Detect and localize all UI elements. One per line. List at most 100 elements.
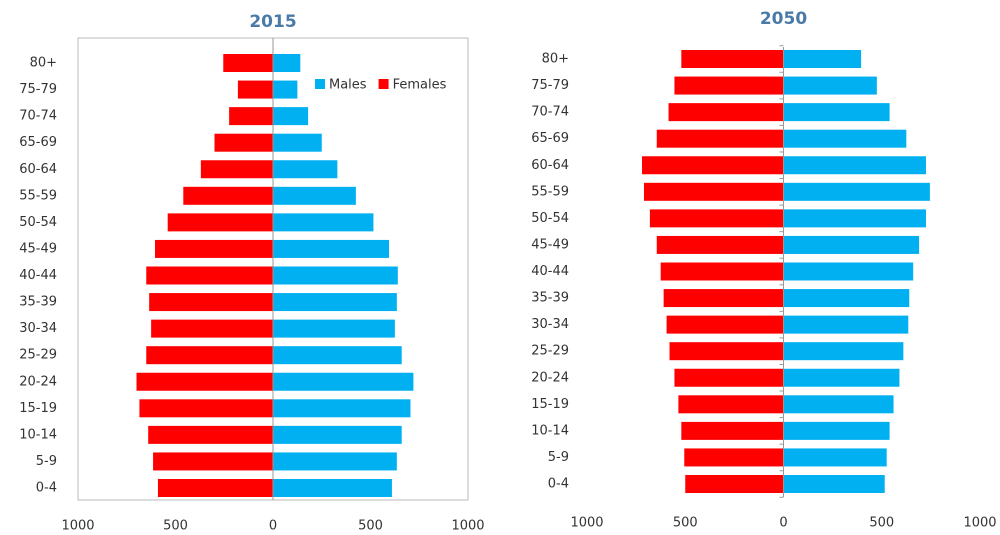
bar [229, 107, 273, 126]
y-tick-label: 0-4 [548, 477, 569, 492]
y-tick-label: 75-79 [531, 78, 569, 93]
y-tick-label: 35-39 [531, 291, 569, 306]
legend-swatch [315, 79, 325, 89]
bar [674, 76, 784, 95]
x-tick-label: 1000 [963, 516, 996, 531]
bar [660, 262, 784, 281]
bar [223, 54, 273, 72]
bar [273, 479, 392, 497]
bar [783, 368, 900, 387]
bar [783, 76, 877, 95]
bar [273, 372, 414, 391]
bar [783, 315, 909, 334]
bar [149, 293, 273, 312]
y-tick-label: 25-29 [19, 348, 57, 363]
bar [273, 80, 298, 99]
bar [273, 452, 397, 471]
y-tick-label: 55-59 [19, 188, 57, 203]
x-tick-label: 500 [869, 516, 894, 531]
y-tick-label: 45-49 [531, 237, 569, 252]
bar [783, 156, 926, 175]
bar [139, 399, 273, 418]
bar [783, 475, 885, 493]
y-tick-label: 10-14 [531, 423, 569, 438]
bar [273, 160, 338, 179]
bar [155, 239, 273, 258]
bar [273, 107, 309, 126]
y-tick-label: 0-4 [36, 481, 57, 496]
y-tick-label: 30-34 [531, 317, 569, 332]
y-tick-label: 40-44 [531, 264, 569, 279]
bar [642, 156, 784, 175]
legend-label: Females [393, 78, 447, 93]
x-tick-label: 0 [779, 516, 787, 531]
y-tick-label: 20-24 [19, 374, 57, 389]
bar [681, 50, 784, 68]
bar [656, 235, 784, 254]
bar [200, 160, 273, 179]
bar [783, 235, 920, 254]
bar [685, 475, 784, 493]
bar [136, 372, 273, 391]
bar [273, 186, 356, 205]
x-tick-label: 1000 [451, 519, 484, 534]
bar [783, 448, 887, 467]
y-tick-label: 70-74 [19, 109, 57, 124]
bar [656, 129, 784, 148]
y-tick-label: 70-74 [531, 105, 569, 120]
bar [153, 452, 273, 471]
bar [783, 182, 930, 201]
y-tick-label: 40-44 [19, 268, 57, 283]
bar [273, 293, 397, 312]
bar [783, 342, 904, 361]
bar [663, 289, 784, 308]
y-tick-label: 80+ [30, 56, 57, 71]
bar [148, 425, 273, 444]
legend-label: Males [329, 78, 367, 93]
y-tick-label: 60-64 [531, 158, 569, 173]
bar [237, 80, 273, 99]
y-tick-label: 30-34 [19, 321, 57, 336]
bar [783, 50, 862, 68]
bar [649, 209, 784, 228]
y-tick-label: 80+ [542, 52, 569, 67]
bar [273, 399, 411, 418]
bar [214, 133, 273, 152]
bar [273, 133, 322, 152]
bar [783, 129, 907, 148]
x-tick-label: 500 [163, 519, 188, 534]
bar [684, 448, 784, 467]
bar [146, 346, 273, 365]
bar [273, 213, 374, 232]
bar [674, 368, 784, 387]
x-tick-label: 500 [673, 516, 698, 531]
bar [157, 479, 273, 497]
bar [783, 289, 910, 308]
y-tick-label: 55-59 [531, 184, 569, 199]
x-tick-label: 500 [358, 519, 383, 534]
y-tick-label: 60-64 [19, 162, 57, 177]
chart-title: 2015 [249, 12, 296, 32]
legend-swatch [378, 79, 389, 89]
bar [273, 425, 402, 444]
bar [681, 421, 784, 440]
y-tick-label: 45-49 [19, 241, 57, 256]
bar [669, 342, 784, 361]
chart-title: 2050 [760, 9, 807, 29]
x-tick-label: 1000 [570, 516, 603, 531]
y-tick-label: 25-29 [531, 344, 569, 359]
x-tick-label: 1000 [61, 519, 94, 534]
x-tick-label: 0 [269, 519, 277, 534]
bar [167, 213, 273, 232]
bar [783, 103, 890, 122]
y-tick-label: 65-69 [531, 131, 569, 146]
bar [666, 315, 784, 334]
bar [146, 266, 273, 285]
bar [643, 182, 784, 201]
y-tick-label: 20-24 [531, 370, 569, 385]
y-tick-label: 15-19 [19, 401, 57, 416]
bar [668, 103, 784, 122]
bar [783, 262, 914, 281]
bar [273, 319, 395, 338]
